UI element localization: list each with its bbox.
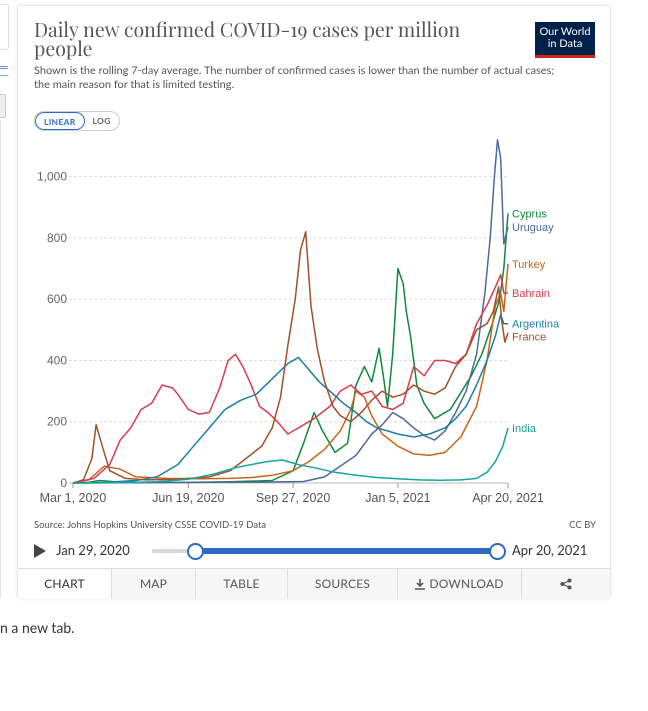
chart-card: Daily new confirmed COVID-19 cases per m… [18,6,610,599]
timeline-start-handle[interactable] [187,543,204,560]
filter-icon[interactable]: ═ ─ [0,61,9,82]
timeline-end-label: Apr 20, 2021 [512,542,588,558]
log-scale-button[interactable]: LOG [92,116,111,126]
timeline: Jan 29, 2020 Apr 20, 2021 [34,542,604,560]
x-tick-label: Sep 27, 2020 [256,491,330,505]
linear-scale-button[interactable]: LINEAR [35,112,85,130]
timeline-start-label: Jan 29, 2020 [56,542,130,558]
owid-logo[interactable]: Our World in Data [535,22,595,58]
y-tick-label: 600 [47,292,67,306]
download-icon [415,578,426,590]
series-line-argentina [72,313,508,484]
tab-download[interactable]: DOWNLOAD [398,569,522,599]
series-line-uruguay [72,139,509,484]
series-label-cyprus: Cyprus [512,208,547,220]
series-label-turkey: Turkey [512,259,546,271]
timeline-end-handle[interactable] [489,543,506,560]
y-tick-label: 1,000 [37,170,67,184]
line-chart[interactable]: 0 200 400 600 800 1,000 Mar 1, 2020 Jun 19, 202… [18,6,610,516]
left-panel-box [0,4,9,50]
source-note[interactable]: Source: Johns Hopkins University CSSE CO… [34,520,267,531]
chart-subtitle: Shown is the rolling 7-day average. The … [34,64,555,91]
series-label-india: India [512,423,537,435]
license-link[interactable]: CC BY [569,520,596,531]
y-tick-label: 200 [47,415,67,429]
x-tick-label: Mar 1, 2020 [40,491,107,505]
tab-map[interactable]: MAP [112,569,196,599]
share-icon [560,578,572,590]
tab-download-label: DOWNLOAD [429,576,504,591]
left-panel-fragment: ═ ─ [0,0,10,600]
series-line-india [72,427,509,484]
y-tick-label: 800 [47,231,67,245]
left-panel-border [0,120,1,598]
tab-table[interactable]: TABLE [196,569,288,599]
tab-chart[interactable]: CHART [18,569,112,599]
series-label-argentina: Argentina [512,319,560,331]
x-tick-label: Jan 5, 2021 [365,491,430,505]
series-line-bahrain [72,273,508,484]
play-icon[interactable] [34,544,46,558]
tab-bar: CHART MAP TABLE SOURCES DOWNLOAD [18,568,610,599]
series-line-cyprus [72,213,509,484]
tab-share[interactable] [522,569,610,599]
chart-title: Daily new confirmed COVID-19 cases per m… [34,16,461,61]
left-panel-handle[interactable] [0,94,6,118]
x-tick-label: Apr 20, 2021 [472,491,544,505]
scale-toggle[interactable]: LINEAR LOG [34,111,120,131]
series-label-bahrain: Bahrain [512,288,550,300]
logo-line-1: Our World [539,25,591,38]
page-footer-text: n a new tab. [0,619,75,636]
logo-line-2: in Data [547,37,583,50]
series-label-france: France [512,332,546,344]
y-tick-label: 400 [47,353,67,367]
series-line-turkey [72,263,509,484]
series-label-uruguay: Uruguay [512,222,554,234]
tab-sources[interactable]: SOURCES [288,569,398,599]
y-tick-label: 0 [60,476,67,490]
series-line-france [72,231,509,484]
timeline-selected-range[interactable] [194,548,496,554]
x-tick-label: Jun 19, 2020 [152,491,224,505]
